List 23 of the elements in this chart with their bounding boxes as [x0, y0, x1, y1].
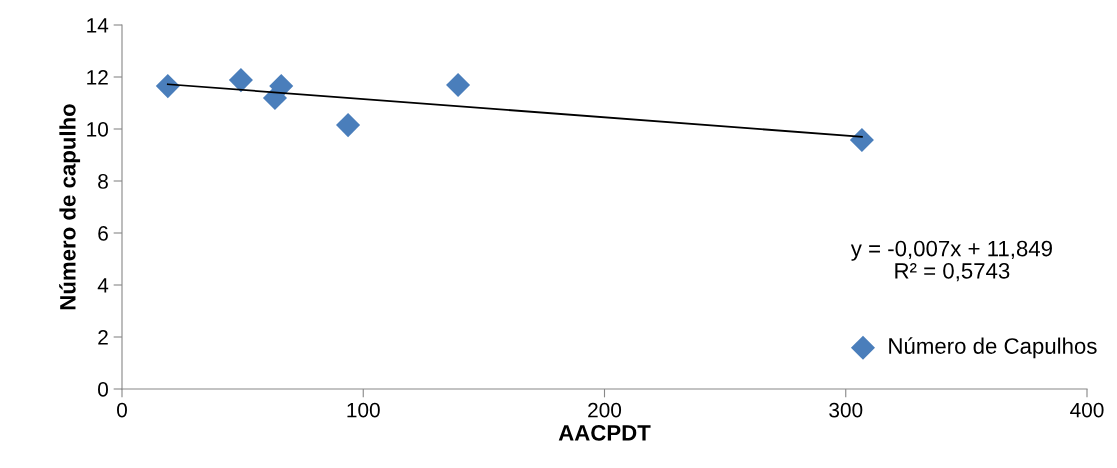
y-tick-label: 4 — [97, 278, 109, 293]
annotation: y = -0,007x + 11,849 R² = 0,5743 — [850, 240, 1052, 282]
point — [228, 68, 253, 93]
point — [269, 74, 294, 99]
y-tick-label: 10 — [87, 122, 108, 137]
point — [336, 113, 361, 138]
y-axis-title: Número de capulho — [59, 104, 81, 310]
point — [849, 127, 874, 152]
y-tick-label: 0 — [98, 382, 108, 397]
x-tick-label: 0 — [117, 402, 127, 418]
legend-label: Número de Capulhos — [889, 337, 1097, 359]
x-axis-title: AACPDT — [558, 424, 651, 441]
point — [446, 73, 471, 98]
y-tick-label: 6 — [98, 226, 108, 241]
y-tick-label: 12 — [87, 70, 108, 85]
point — [155, 74, 180, 99]
x-tick-label: 300 — [829, 402, 863, 418]
y-tick-label: 2 — [98, 330, 108, 345]
x-tick-label: 400 — [1070, 402, 1104, 418]
x-tick-label: 100 — [347, 402, 380, 418]
y-tick-label: 8 — [98, 174, 108, 189]
y-tick-label: 14 — [87, 18, 109, 33]
x-tick-label: 200 — [588, 402, 622, 418]
